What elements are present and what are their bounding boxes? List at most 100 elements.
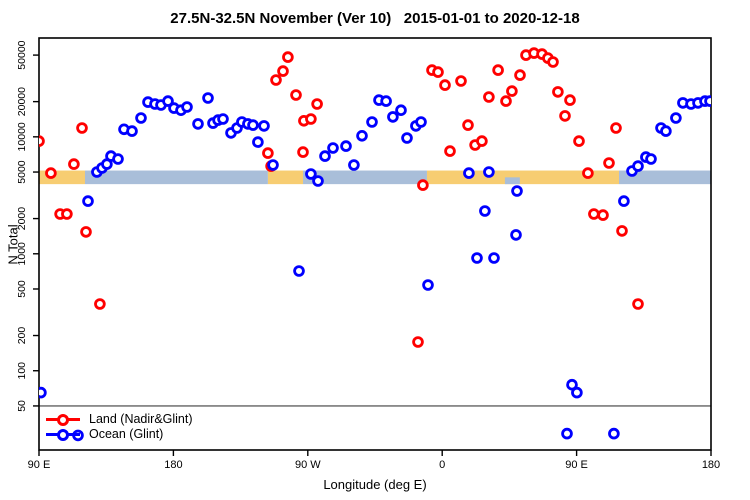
data-point <box>511 185 523 197</box>
x-axis-label: Longitude (deg E) <box>323 477 427 492</box>
data-point <box>312 175 324 187</box>
data-point <box>135 112 147 124</box>
data-point <box>603 157 615 169</box>
data-point <box>506 85 518 97</box>
data-point <box>293 265 305 277</box>
data-point <box>479 205 491 217</box>
data-point <box>267 159 279 171</box>
data-point <box>162 95 174 107</box>
land-point-icon <box>57 414 69 426</box>
data-point <box>616 225 628 237</box>
band-segment-land <box>267 170 304 185</box>
data-point <box>270 74 282 86</box>
surface-band <box>39 170 711 185</box>
data-point <box>76 122 88 134</box>
data-point <box>483 91 495 103</box>
data-point <box>247 119 259 131</box>
data-point <box>319 150 331 162</box>
data-point <box>262 147 274 159</box>
data-point <box>348 159 360 171</box>
plot-frame <box>38 37 712 451</box>
legend-item-ocean: Ocean (Glint) <box>46 427 193 442</box>
data-point <box>564 94 576 106</box>
y-tick-label: 5000 <box>16 160 28 184</box>
data-point <box>561 427 573 440</box>
y-axis-label: N Total <box>5 224 21 265</box>
data-point <box>39 386 47 399</box>
data-point <box>202 92 214 104</box>
y-tick-label: 100 <box>16 362 28 380</box>
y-tick-label: 10000 <box>16 122 28 151</box>
data-point <box>488 252 500 264</box>
data-point <box>432 66 444 78</box>
data-point <box>82 195 94 207</box>
data-point <box>126 125 138 137</box>
ocean-legend-symbol <box>46 427 80 442</box>
x-tick-label: 180 <box>164 459 182 471</box>
data-point <box>112 153 124 165</box>
data-point <box>282 51 294 63</box>
data-point <box>387 111 399 123</box>
data-point <box>340 140 352 152</box>
data-point <box>547 56 559 68</box>
series-land <box>39 47 644 348</box>
data-point <box>417 179 429 191</box>
y-tick-label: 1000 <box>16 242 28 266</box>
data-point <box>217 113 229 125</box>
y-tick-label: 50 <box>16 400 28 412</box>
data-point <box>290 89 302 101</box>
x-tick-label: 90 E <box>28 459 51 471</box>
y-tick-label: 500 <box>16 280 28 298</box>
series-ocean <box>39 92 711 442</box>
x-tick-label: 0 <box>439 459 445 471</box>
data-point <box>559 110 571 122</box>
data-point <box>582 167 594 179</box>
data-point <box>492 64 504 76</box>
data-point <box>439 79 451 91</box>
y-tick-label: 200 <box>16 327 28 345</box>
chart-title: 27.5N-32.5N November (Ver 10) 2015-01-01… <box>170 10 580 27</box>
data-point <box>395 104 407 116</box>
band-segment-ocean <box>84 170 268 185</box>
data-point <box>380 95 392 107</box>
y-tick-label: 2000 <box>16 207 28 231</box>
data-point <box>61 208 73 220</box>
data-point <box>462 119 474 131</box>
data-point <box>94 298 106 310</box>
data-point <box>422 279 434 291</box>
data-point <box>514 69 526 81</box>
data-point <box>618 195 630 207</box>
data-point <box>632 160 644 172</box>
data-point <box>252 136 264 148</box>
data-point <box>415 116 427 128</box>
data-point <box>471 252 483 264</box>
data-point <box>597 209 609 221</box>
data-point <box>327 142 339 154</box>
data-point <box>566 378 578 391</box>
data-point <box>45 167 57 179</box>
data-point <box>80 226 92 238</box>
band-segment-land <box>426 170 620 185</box>
data-point <box>476 135 488 147</box>
data-point <box>610 122 622 134</box>
data-point <box>500 95 512 107</box>
data-point <box>608 427 620 440</box>
data-point <box>510 229 522 241</box>
data-point <box>366 116 378 128</box>
land-legend-symbol <box>46 412 80 427</box>
y-tick-label: 50000 <box>16 40 28 69</box>
data-point <box>463 167 475 179</box>
data-point <box>455 75 467 87</box>
legend-label-ocean: Ocean (Glint) <box>89 427 164 441</box>
data-point <box>356 130 368 142</box>
band-segment-ocean <box>303 170 427 185</box>
data-point <box>552 86 564 98</box>
data-point <box>68 158 80 170</box>
data-point <box>483 166 495 178</box>
data-point <box>444 145 456 157</box>
data-point <box>645 153 657 165</box>
data-point <box>632 298 644 310</box>
data-point <box>670 112 682 124</box>
